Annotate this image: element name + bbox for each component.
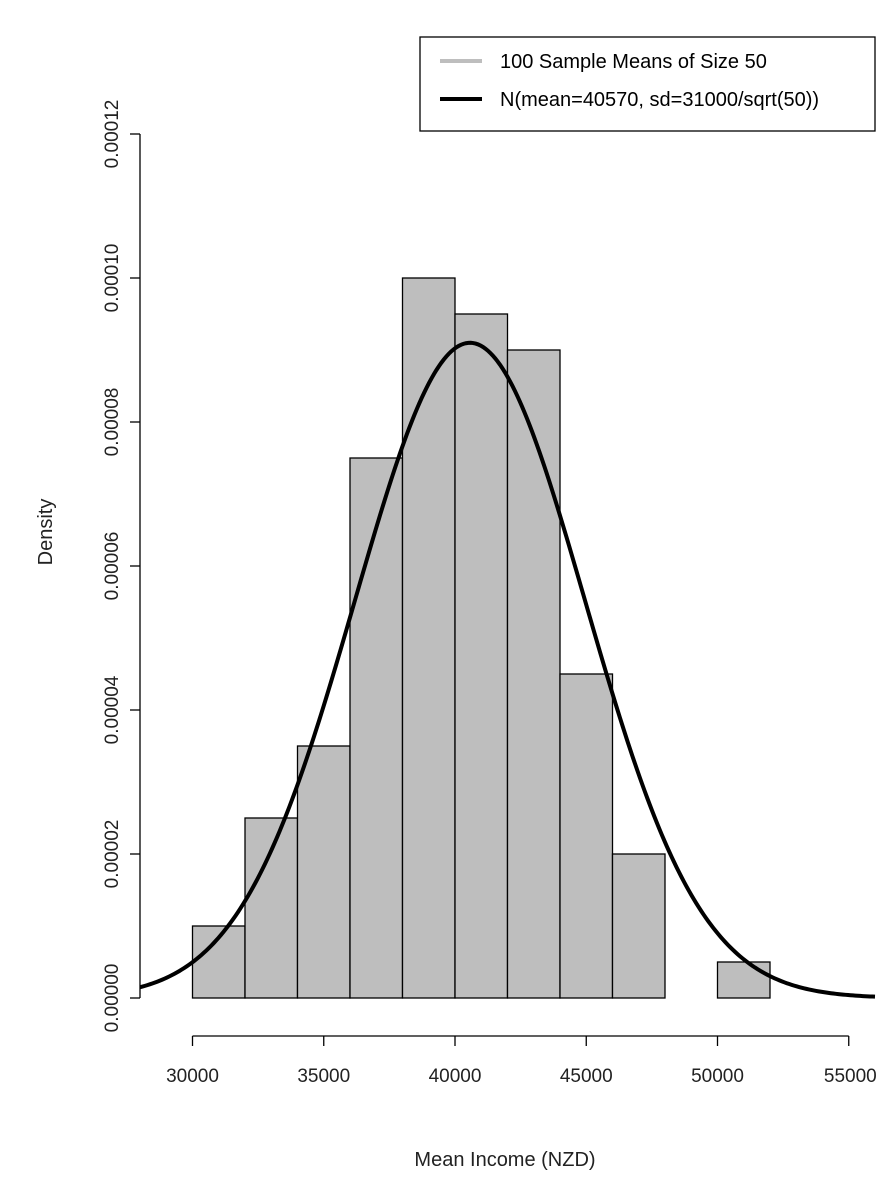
- histogram-bar: [559, 673, 614, 999]
- histogram-bar: [296, 745, 351, 999]
- histogram-bar: [349, 457, 404, 999]
- histogram-bar: [716, 961, 771, 999]
- y-tick-label: 0.00000: [102, 964, 123, 1033]
- x-tick-label: 40000: [429, 1066, 482, 1087]
- x-axis-title: Mean Income (NZD): [414, 1149, 595, 1171]
- legend: 100 Sample Means of Size 50 N(mean=40570…: [419, 36, 876, 132]
- y-axis: 0.00000 0.00002 0.00004 0.00006 0.00008 0.000…: [102, 100, 141, 1033]
- legend-label-histogram: 100 Sample Means of Size 50: [500, 51, 767, 73]
- histogram-bar: [506, 349, 561, 999]
- y-tick-label: 0.00006: [102, 532, 123, 601]
- histogram-bar: [611, 853, 666, 999]
- x-tick-label: 30000: [166, 1066, 219, 1087]
- y-tick-label: 0.00002: [102, 820, 123, 889]
- x-tick-label: 45000: [560, 1066, 613, 1087]
- y-tick-label: 0.00012: [102, 100, 123, 169]
- legend-box: [419, 36, 876, 132]
- histogram-bar: [454, 313, 509, 999]
- y-tick-label: 0.00004: [102, 675, 123, 744]
- y-tick-label: 0.00010: [102, 244, 123, 313]
- y-axis-title: Density: [35, 499, 57, 566]
- x-axis: 30000 35000 40000 45000 50000 55000: [166, 1035, 877, 1087]
- x-tick-label: 55000: [824, 1066, 877, 1087]
- normal-density-curve: [139, 340, 876, 999]
- y-tick-label: 0.00008: [102, 388, 123, 457]
- legend-label-normal-curve: N(mean=40570, sd=31000/sqrt(50)): [500, 89, 819, 111]
- histogram-bars: [191, 277, 771, 999]
- x-tick-label: 35000: [297, 1066, 350, 1087]
- histogram-bar: [401, 277, 456, 999]
- x-tick-label: 50000: [691, 1066, 744, 1087]
- histogram-bar: [244, 817, 299, 999]
